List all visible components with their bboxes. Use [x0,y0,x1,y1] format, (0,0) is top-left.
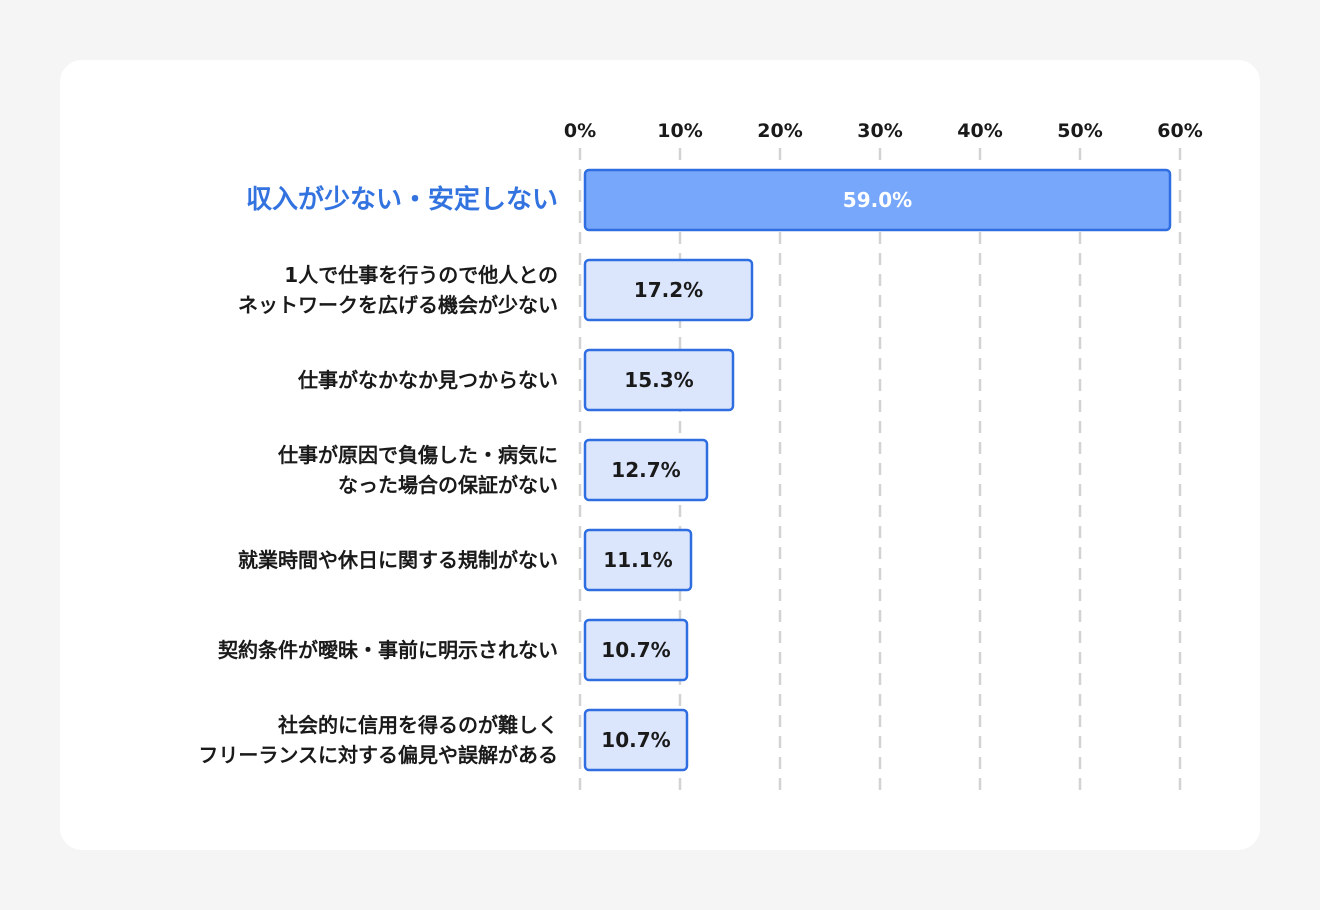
x-tick-label: 40% [957,120,1002,142]
value-label: 17.2% [634,278,703,302]
value-label: 12.7% [611,458,680,482]
category-label-line: 収入が少ない・安定しない [245,185,558,215]
x-tick-label: 20% [757,120,802,142]
bar [583,168,1172,232]
category-label: 就業時間や休日に関する規制がない [98,545,558,575]
category-label-line: 仕事がなかなか見つからない [298,368,558,392]
category-label: 仕事が原因で負傷した・病気になった場合の保証がない [98,440,558,500]
x-tick-label: 60% [1157,120,1202,142]
category-label-line: 仕事が原因で負傷した・病気に [278,443,558,467]
x-tick-label: 0% [564,120,596,142]
value-label: 11.1% [603,548,672,572]
category-label: 仕事がなかなか見つからない [98,365,558,395]
bar [583,708,689,772]
bar [583,438,709,502]
value-label: 15.3% [624,368,693,392]
bar [583,618,689,682]
category-label-line: 1人で仕事を行うので他人との [284,263,558,287]
category-label-line: 社会的に信用を得るのが難しく [278,713,558,737]
bar [583,258,754,322]
bar [583,528,693,592]
x-tick-label: 50% [1057,120,1102,142]
value-label: 10.7% [601,728,670,752]
value-label: 10.7% [601,638,670,662]
category-label: 契約条件が曖昧・事前に明示されない [98,635,558,665]
x-tick-label: 30% [857,120,902,142]
category-label: 社会的に信用を得るのが難しくフリーランスに対する偏見や誤解がある [98,710,558,770]
category-label-line: 契約条件が曖昧・事前に明示されない [218,638,558,662]
category-label-line: ネットワークを広げる機会が少ない [238,293,558,317]
category-label-line: 就業時間や休日に関する規制がない [238,548,558,572]
bar [583,348,735,412]
value-label: 59.0% [843,188,912,212]
x-tick-label: 10% [657,120,702,142]
category-label-line: なった場合の保証がない [338,473,558,497]
category-label: 1人で仕事を行うので他人とのネットワークを広げる機会が少ない [98,260,558,320]
category-label-line: フリーランスに対する偏見や誤解がある [198,743,558,767]
category-label: 収入が少ない・安定しない [98,183,558,217]
